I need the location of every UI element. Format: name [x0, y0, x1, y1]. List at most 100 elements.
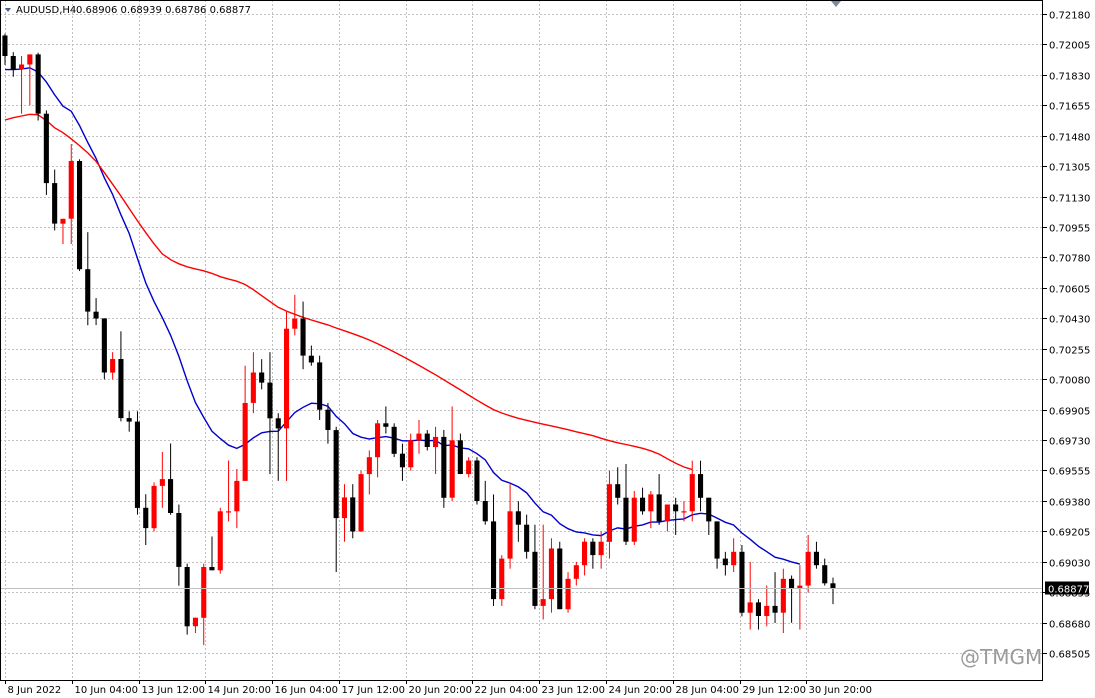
- bull-candle: [358, 470, 364, 532]
- candle-body: [10, 56, 16, 70]
- bear-candle: [491, 494, 497, 606]
- bull-candle: [648, 490, 654, 529]
- bull-candle: [68, 144, 74, 244]
- bear-candle: [259, 359, 265, 390]
- y-tick-label: 0.70780: [1049, 254, 1090, 265]
- last-price-tag: 0.68877: [1045, 581, 1089, 596]
- bull-candle: [689, 460, 695, 522]
- candle-body: [308, 355, 314, 363]
- bull-candle: [598, 531, 604, 569]
- bear-candle: [557, 541, 563, 610]
- bull-candle: [573, 561, 579, 586]
- bear-candle: [350, 484, 356, 539]
- bull-candle: [226, 460, 232, 522]
- candle-body: [822, 565, 828, 584]
- candle-body: [714, 521, 720, 559]
- bull-candle: [159, 452, 165, 508]
- bear-candle: [176, 504, 182, 586]
- bear-candle: [789, 575, 795, 623]
- x-tick-label: 10 Jun 04:00: [75, 685, 139, 696]
- candle-body: [101, 318, 107, 373]
- candle-body: [664, 504, 670, 522]
- bear-candle: [524, 514, 530, 559]
- candle-body: [797, 585, 803, 589]
- candle-body: [35, 54, 41, 114]
- y-tick-label: 0.70080: [1049, 376, 1090, 387]
- candle-body: [192, 617, 198, 627]
- x-tick-label: 28 Jun 04:00: [676, 685, 740, 696]
- bear-candle: [698, 460, 704, 512]
- price-axis[interactable]: 0.72180 0.72005 0.71830 0.71655 0.71480 0.713…: [1043, 11, 1090, 661]
- chart-shift-marker-icon[interactable]: [831, 1, 841, 7]
- candle-body: [375, 423, 381, 458]
- candle-body: [325, 409, 331, 430]
- candle-body: [184, 567, 190, 627]
- bear-candle: [134, 411, 140, 515]
- bull-candle: [242, 365, 248, 481]
- bear-candle: [739, 545, 745, 617]
- y-tick-label: 0.70430: [1049, 315, 1090, 326]
- bear-candle: [830, 577, 836, 605]
- candle-body: [416, 433, 422, 441]
- candle-body: [673, 504, 679, 512]
- bull-candle: [582, 538, 588, 576]
- x-tick-label: 22 Jun 04:00: [475, 685, 539, 696]
- bull-candle: [19, 56, 25, 114]
- candle-body: [780, 578, 786, 613]
- bull-candle: [565, 572, 571, 613]
- bull-candle: [548, 538, 554, 613]
- y-tick-label: 0.71655: [1049, 102, 1090, 113]
- candle-body: [60, 218, 66, 224]
- last-price-label: 0.68877: [1048, 585, 1089, 596]
- bear-candle: [93, 298, 99, 326]
- y-tick-label: 0.70955: [1049, 224, 1090, 235]
- candle-body: [590, 541, 596, 556]
- bear-candle: [383, 406, 389, 434]
- bear-candle: [590, 538, 596, 569]
- candle-body: [433, 436, 439, 447]
- candle-body: [615, 484, 621, 498]
- bear-candle: [822, 558, 828, 586]
- bear-candle: [673, 497, 679, 535]
- time-axis[interactable]: 8 Jun 2022 10 Jun 04:00 13 Jun 12:00 14 Jun…: [5, 680, 873, 696]
- candle-body: [474, 460, 480, 501]
- bull-candle: [631, 490, 637, 546]
- bull-candle: [27, 54, 33, 106]
- candle-body: [457, 440, 463, 474]
- candle-body: [68, 161, 74, 219]
- y-tick-label: 0.69205: [1049, 528, 1090, 539]
- bull-candle: [764, 585, 770, 627]
- bear-candle: [706, 497, 712, 535]
- chart-grid: [0, 0, 1043, 680]
- candle-body: [52, 183, 58, 224]
- candle-body: [126, 418, 132, 422]
- y-tick-label: 0.69380: [1049, 498, 1090, 509]
- candle-body: [275, 418, 281, 429]
- candle-body: [143, 507, 149, 529]
- bull-candle: [731, 538, 737, 572]
- symbol-menu-icon[interactable]: [5, 8, 11, 12]
- bull-candle: [192, 617, 198, 634]
- candle-body: [77, 161, 83, 270]
- bear-candle: [52, 169, 58, 231]
- bull-candle: [681, 501, 687, 522]
- candle-body: [557, 548, 563, 610]
- bear-candle: [143, 494, 149, 546]
- candle-body: [681, 511, 687, 513]
- bear-candle: [391, 423, 397, 458]
- bear-candle: [457, 433, 463, 475]
- candle-body: [292, 318, 298, 329]
- candle-body: [341, 497, 347, 519]
- bear-candle: [399, 443, 405, 481]
- candle-body: [631, 497, 637, 542]
- x-tick-label: 30 Jun 20:00: [809, 685, 873, 696]
- bear-candle: [85, 232, 91, 326]
- plot-frame: [0, 0, 1043, 681]
- bear-candle: [43, 110, 49, 195]
- candle-body: [698, 474, 704, 498]
- bull-candle: [217, 507, 223, 574]
- candle-body: [640, 497, 646, 512]
- x-tick-label: 23 Jun 12:00: [542, 685, 606, 696]
